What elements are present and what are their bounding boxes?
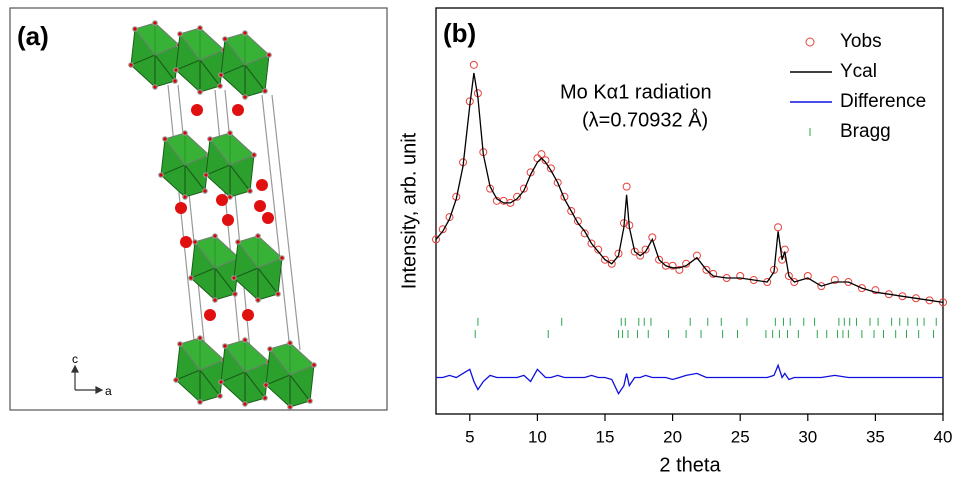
series-line xyxy=(436,365,943,393)
page: c a (a) (b) 2 theta Intensity, arb. unit… xyxy=(0,0,955,483)
legend-label: Ycal xyxy=(840,61,877,82)
x-tick-label: 20 xyxy=(663,427,682,446)
y-axis-label: Intensity, arb. unit xyxy=(398,132,420,289)
annotation: (λ=0.70932 Å) xyxy=(582,108,708,131)
x-axis-label: 2 theta xyxy=(659,454,721,476)
axis-label-a: a xyxy=(105,384,112,398)
legend-marker xyxy=(806,38,814,46)
axis-label-c: c xyxy=(72,352,78,366)
annotation: Mo Kα1 radiation xyxy=(560,81,712,103)
obs-point xyxy=(775,224,782,231)
legend-label: Difference xyxy=(840,91,926,112)
panel-label: (b) xyxy=(443,18,476,48)
legend-label: Yobs xyxy=(840,31,882,52)
legend-label: Bragg xyxy=(840,121,891,142)
x-tick-label: 30 xyxy=(798,427,817,446)
x-tick-label: 25 xyxy=(731,427,750,446)
x-tick-label: 40 xyxy=(934,427,953,446)
x-tick-label: 35 xyxy=(866,427,885,446)
panel-label: (a) xyxy=(17,21,49,51)
x-tick-label: 5 xyxy=(465,427,474,446)
obs-point xyxy=(623,183,630,190)
x-tick-label: 15 xyxy=(596,427,615,446)
figure: c a (a) (b) 2 theta Intensity, arb. unit… xyxy=(0,0,955,478)
x-tick-label: 10 xyxy=(528,427,547,446)
obs-point xyxy=(470,61,477,68)
